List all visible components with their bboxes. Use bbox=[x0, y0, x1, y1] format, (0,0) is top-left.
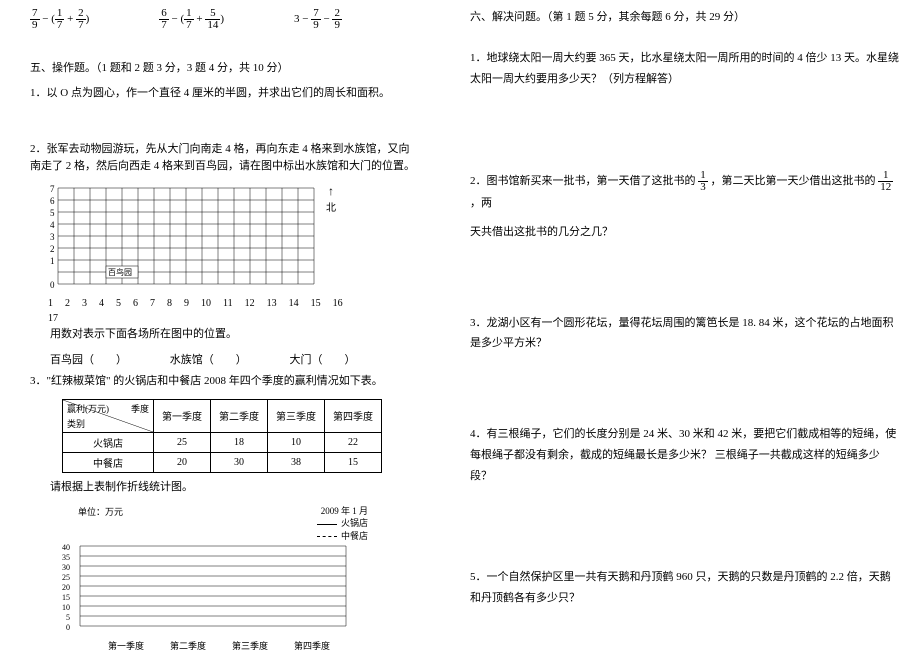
svg-text:3: 3 bbox=[50, 232, 55, 242]
svg-text:0: 0 bbox=[66, 623, 70, 632]
legend-solid-icon bbox=[317, 524, 337, 525]
profit-table: 赢利(万元) 季度 类别 第一季度 第二季度 第三季度 第四季度 火锅店 251… bbox=[62, 399, 382, 473]
svg-text:25: 25 bbox=[62, 573, 70, 582]
legend-dash-icon bbox=[317, 536, 337, 537]
x-extra: 17 bbox=[48, 313, 418, 324]
svg-text:40: 40 bbox=[62, 544, 70, 552]
q6-2-line2: 天共借出这批书的几分之几？ bbox=[470, 222, 900, 243]
coordinate-grid: 7 6 5 4 3 2 1 0 百鸟园 bbox=[40, 184, 320, 294]
location-answers: 百鸟园（ ） 水族馆（ ） 大门（ ） bbox=[50, 351, 418, 367]
col-q4: 第四季度 bbox=[325, 399, 382, 432]
svg-text:6: 6 bbox=[50, 196, 55, 206]
diagonal-header: 赢利(万元) 季度 类别 bbox=[63, 400, 153, 432]
expr-3: 3 − 79 − 29 bbox=[294, 8, 342, 31]
q6-2: 2．图书馆新买来一批书，第一天借了这批书的 13 ，第二天比第一天少借出这批书的… bbox=[470, 170, 900, 243]
col-q3: 第三季度 bbox=[268, 399, 325, 432]
q6-4: 4．有三根绳子，它们的长度分别是 24 米、30 米和 42 米，要把它们截成相… bbox=[470, 424, 900, 487]
table-row: 火锅店 2518 1022 bbox=[63, 432, 382, 452]
q5-3: 3．"红辣椒菜馆" 的火锅店和中餐店 2008 年四个季度的赢利情况如下表。 bbox=[30, 373, 418, 391]
svg-text:10: 10 bbox=[62, 603, 70, 612]
svg-text:15: 15 bbox=[62, 593, 70, 602]
svg-text:1: 1 bbox=[50, 256, 55, 266]
chart-x-labels: 第一季度第二季度 第三季度第四季度 bbox=[108, 639, 418, 652]
table-row: 中餐店 2030 3815 bbox=[63, 452, 382, 472]
section-5-title: 五、操作题。（1 题和 2 题 3 分，3 题 4 分，共 10 分） bbox=[30, 59, 418, 75]
svg-text:30: 30 bbox=[62, 563, 70, 572]
grid-chart: 7 6 5 4 3 2 1 0 百鸟园 ↑ 北 bbox=[40, 184, 418, 294]
svg-text:35: 35 bbox=[62, 553, 70, 562]
loc-aquarium: 水族馆（ ） bbox=[170, 354, 247, 366]
legend-solid: 火锅店 bbox=[341, 518, 368, 528]
svg-text:5: 5 bbox=[66, 613, 70, 622]
loc-bird: 百鸟园（ ） bbox=[50, 354, 127, 366]
bird-park-label: 百鸟园 bbox=[108, 267, 132, 277]
svg-text:20: 20 bbox=[62, 583, 70, 592]
svg-text:7: 7 bbox=[50, 184, 55, 194]
coord-prompt: 用数对表示下面各场所在图中的位置。 bbox=[50, 326, 418, 344]
q6-1: 1．地球绕太阳一周大约要 365 天，比水星绕太阳一周所用的时间的 4 倍少 1… bbox=[470, 48, 900, 90]
line-chart-grid: 4035 3025 2015 105 0 第一季度第二季度 第三季度第四季度 bbox=[56, 544, 418, 652]
north-indicator: ↑ 北 bbox=[326, 184, 336, 294]
svg-text:5: 5 bbox=[50, 208, 55, 218]
x-axis-labels: 12345678910111213141516 bbox=[48, 298, 418, 309]
svg-text:4: 4 bbox=[50, 220, 55, 230]
q6-5: 5．一个自然保护区里一共有天鹅和丹顶鹤 960 只，天鹅的只数是丹顶鹤的 2.2… bbox=[470, 567, 900, 609]
expr-2: 67 − (17 + 514) bbox=[159, 8, 224, 31]
loc-gate: 大门（ ） bbox=[290, 354, 356, 366]
expression-row: 79 − (17 + 27) 67 − (17 + 514) 3 − 79 − … bbox=[30, 8, 418, 31]
chart-instruction: 请根据上表制作折线统计图。 bbox=[50, 479, 418, 497]
q5-1: 1．以 O 点为圆心，作一个直径 4 厘米的半圆，并求出它们的周长和面积。 bbox=[30, 85, 418, 103]
q5-2: 2．张军去动物园游玩，先从大门向南走 4 格，再向东走 4 格来到水族馆，又向南… bbox=[30, 141, 418, 176]
col-q1: 第一季度 bbox=[154, 399, 211, 432]
q6-3: 3．龙湖小区有一个圆形花坛，量得花坛周围的篱笆长是 18. 84 米，这个花坛的… bbox=[470, 313, 900, 355]
chart-unit: 单位：万元 bbox=[78, 505, 123, 543]
arrow-up-icon: ↑ bbox=[328, 184, 334, 199]
col-q2: 第二季度 bbox=[211, 399, 268, 432]
svg-text:2: 2 bbox=[50, 244, 55, 254]
section-6-title: 六、解决问题。（第 1 题 5 分，其余每题 6 分，共 29 分） bbox=[470, 8, 900, 24]
north-label: 北 bbox=[326, 199, 336, 214]
svg-text:0: 0 bbox=[50, 280, 55, 290]
expr-1: 79 − (17 + 27) bbox=[30, 8, 89, 31]
chart-date: 2009 年 1 月 bbox=[317, 505, 368, 518]
chart-legend: 2009 年 1 月 火锅店 中餐店 bbox=[317, 505, 368, 543]
chart-meta: 单位：万元 2009 年 1 月 火锅店 中餐店 bbox=[78, 505, 368, 543]
legend-dash: 中餐店 bbox=[341, 531, 368, 541]
